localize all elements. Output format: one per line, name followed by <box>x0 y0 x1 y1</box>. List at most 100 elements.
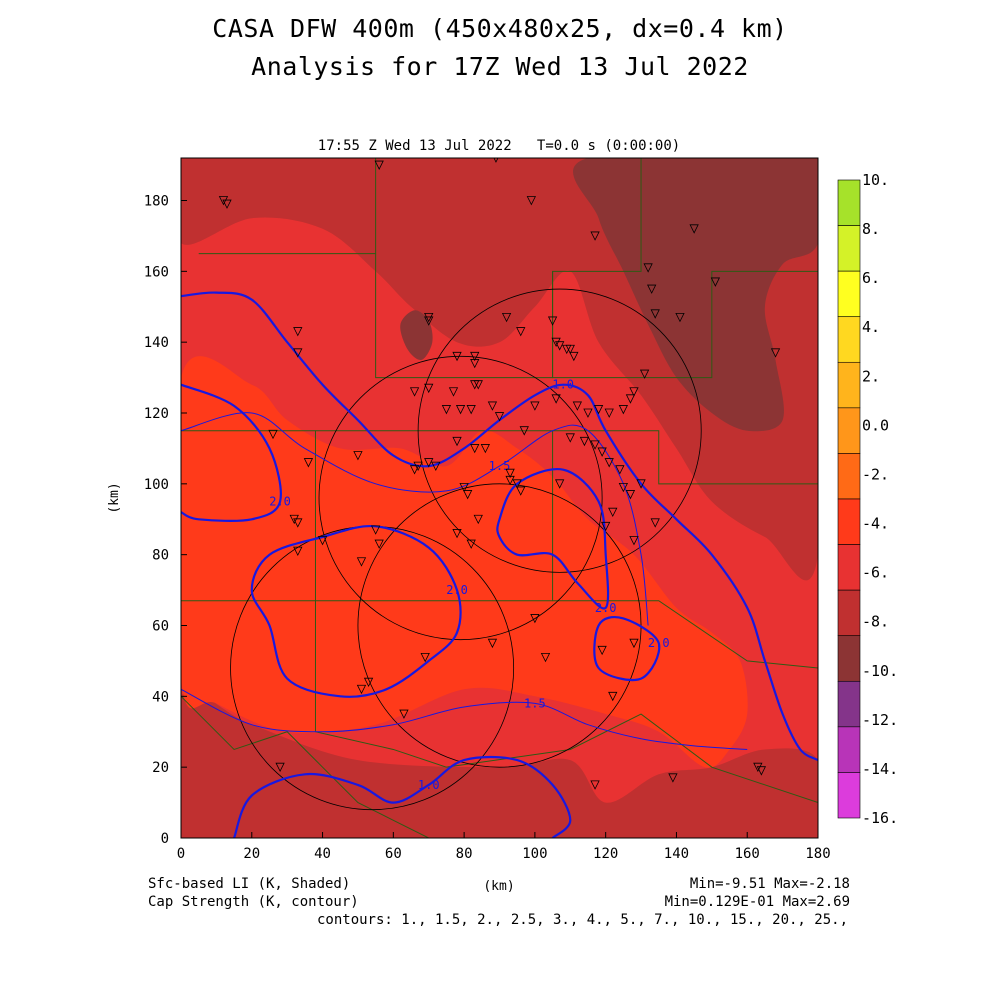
station-marker <box>374 160 384 170</box>
station-marker <box>618 405 629 415</box>
station-marker <box>668 773 678 783</box>
station-marker <box>710 277 721 287</box>
contour-label: 2.0 <box>595 601 617 615</box>
station-marker <box>487 638 498 649</box>
contour-stats: Min=0.129E-01 Max=2.69 <box>664 894 850 910</box>
station-marker <box>420 652 430 663</box>
county-line <box>315 430 554 602</box>
station-marker <box>604 458 614 468</box>
y-tick-label: 20 <box>152 760 169 776</box>
y-axis: 0 20 40 60 80 100 120 140 160 180 <box>144 194 187 847</box>
station-marker <box>289 514 299 525</box>
station-marker <box>593 405 604 415</box>
station-marker <box>370 525 381 535</box>
x-tick-label: 140 <box>664 846 689 862</box>
station-marker <box>516 327 526 337</box>
county-line <box>181 695 429 838</box>
station-marker <box>636 479 646 489</box>
county-line <box>552 600 818 669</box>
plot-header: 17:55 Z Wed 13 Jul 2022 T=0.0 s (0:00:00… <box>318 138 680 154</box>
station-marker <box>424 316 434 326</box>
colorbar-label: -6. <box>862 564 889 582</box>
colorbar-swatch <box>837 270 861 318</box>
station-marker <box>293 348 303 358</box>
station-marker <box>565 433 575 443</box>
shaded-stats: Min=-9.51 Max=-2.18 <box>689 876 850 892</box>
station-marker <box>583 408 593 418</box>
station-marker <box>268 429 278 440</box>
station-marker <box>505 468 515 479</box>
colorbar-swatch <box>837 544 861 591</box>
station-marker <box>675 312 685 323</box>
station-marker <box>555 341 565 351</box>
station-marker <box>615 465 625 475</box>
x-tick-label: 160 <box>735 846 760 862</box>
radar-ring <box>417 288 702 573</box>
colorbar-label: -12. <box>862 711 898 729</box>
x-tick-label: 40 <box>314 846 331 862</box>
station-marker <box>466 405 476 415</box>
station-marker <box>448 387 459 397</box>
colorbar-label: -4. <box>862 515 889 533</box>
station-marker <box>470 444 480 454</box>
colorbar-swatch <box>837 361 861 409</box>
colorbar-label: 10. <box>862 171 889 189</box>
colorbar: 10. 8. 6. 4. 2. 0.0 -2. -4. -6. -8. -10. -12. -14. -1… <box>837 171 898 827</box>
station-marker <box>356 684 367 695</box>
county-line <box>181 430 316 602</box>
station-marker <box>441 405 452 415</box>
colorbar-swatch <box>837 179 861 226</box>
station-marker <box>547 316 558 326</box>
colorbar-label: -14. <box>862 760 898 778</box>
x-tick-label: 180 <box>805 846 830 862</box>
colorbar-label: 2. <box>862 367 880 385</box>
station-marker <box>470 380 480 390</box>
station-marker <box>494 412 505 422</box>
station-marker <box>590 440 600 450</box>
station-marker <box>530 401 540 411</box>
x-tick-label: 120 <box>593 846 618 862</box>
contour-label: 1.0 <box>418 778 440 792</box>
x-tick-label: 20 <box>243 846 260 862</box>
y-tick-label: 0 <box>161 831 169 847</box>
station-marker <box>293 518 303 528</box>
contour-label: 1.0 <box>552 378 574 392</box>
station-marker <box>647 284 657 294</box>
region-small-dark-cell <box>400 310 433 361</box>
colorbar-swatch <box>837 225 861 272</box>
colorbar-label: 0.0 <box>862 416 889 434</box>
station-marker <box>356 557 367 567</box>
y-tick-label: 160 <box>144 264 169 280</box>
y-tick-label: 120 <box>144 406 169 422</box>
station-marker <box>293 546 303 557</box>
station-marker <box>650 309 660 319</box>
y-tick-label: 100 <box>144 477 169 493</box>
station-marker <box>639 369 650 379</box>
station-marker <box>470 359 480 369</box>
x-tick-label: 0 <box>177 846 185 862</box>
contour-line-thin <box>181 412 649 626</box>
station-marker <box>555 479 565 489</box>
colorbar-swatch <box>837 680 861 728</box>
station-marker <box>530 614 540 624</box>
station-marker <box>424 458 434 468</box>
shaded-field-label: Sfc-based LI (K, Shaded) <box>148 876 351 892</box>
cap-strength-contours: 1.0 2.0 2.0 1.0 2.0 2.0 1.5 1.5 <box>181 291 818 838</box>
colorbar-swatch <box>837 498 861 545</box>
station-marker <box>459 482 469 493</box>
station-marker <box>625 394 636 404</box>
y-tick-label: 140 <box>144 335 169 351</box>
contour-line <box>233 755 572 838</box>
station-marker <box>473 514 483 525</box>
station-marker <box>629 638 639 649</box>
colorbar-label: -16. <box>862 809 898 827</box>
x-axis-label: (km) <box>483 879 514 894</box>
colorbar-label: 8. <box>862 220 880 238</box>
station-marker <box>608 691 618 702</box>
colorbar-swatch <box>837 772 861 819</box>
colorbar-swatch <box>837 635 861 682</box>
contour-levels: contours: 1., 1.5, 2., 2.5, 3., 4., 5., … <box>316 912 848 928</box>
station-marker <box>452 351 462 362</box>
station-marker <box>604 408 614 418</box>
colorbar-swatch <box>837 726 861 773</box>
